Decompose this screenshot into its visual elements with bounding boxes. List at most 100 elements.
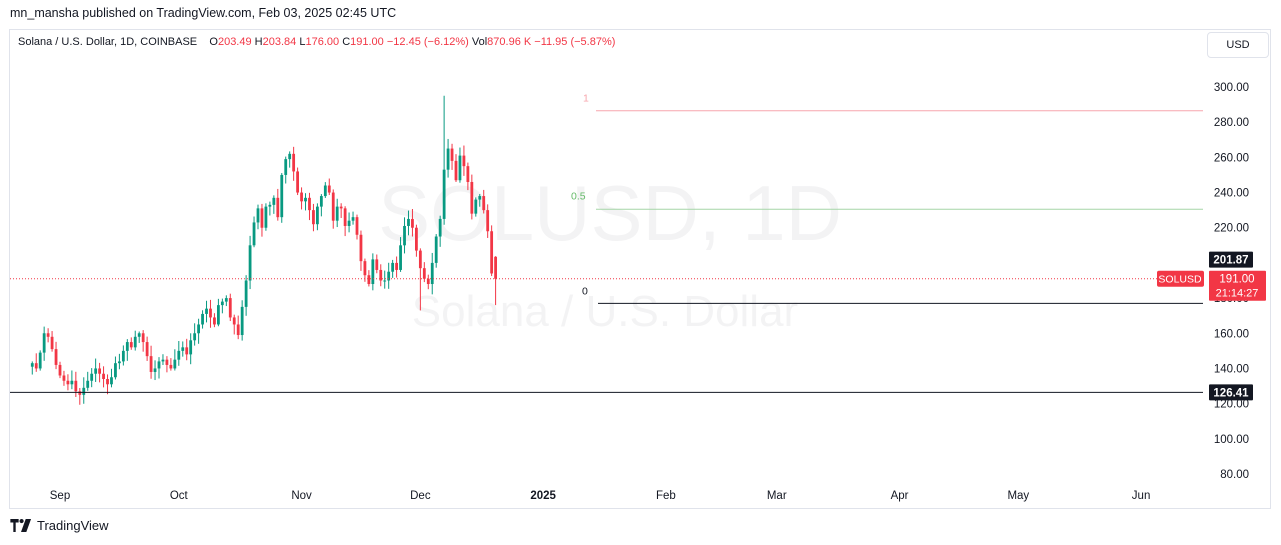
candle-body bbox=[228, 298, 232, 318]
candle-body bbox=[494, 256, 497, 279]
candle-body bbox=[102, 373, 105, 380]
publisher-line: mn_mansha published on TradingView.com, … bbox=[10, 6, 397, 20]
candle-body bbox=[395, 262, 398, 270]
candle-body bbox=[430, 262, 434, 285]
candle-body bbox=[486, 210, 490, 232]
candle-body bbox=[46, 333, 50, 337]
candle-body bbox=[391, 262, 395, 272]
ticker-tag-bg bbox=[1157, 270, 1204, 287]
candle-body bbox=[422, 268, 426, 279]
candle-body bbox=[74, 380, 78, 392]
low-label: L bbox=[299, 36, 306, 48]
volume-value: 870.96 K bbox=[487, 36, 532, 48]
close-value: 191.00 bbox=[350, 36, 384, 48]
candle-body bbox=[426, 278, 430, 285]
candle-body bbox=[343, 208, 347, 226]
candle-body bbox=[462, 155, 466, 167]
candle-body bbox=[280, 174, 284, 218]
candle-body bbox=[205, 308, 208, 314]
x-tick-label: 2025 bbox=[530, 490, 556, 502]
candle-body bbox=[327, 185, 331, 193]
candle-body bbox=[42, 333, 46, 353]
y-tick-label: 240.00 bbox=[1214, 188, 1249, 200]
candle-body bbox=[193, 333, 197, 341]
y-tick-label: 260.00 bbox=[1214, 152, 1249, 164]
symbol-legend: Solana / U.S. Dollar, 1D, COINBASE O 203.… bbox=[18, 36, 615, 48]
candle-body bbox=[470, 181, 474, 214]
candle-body bbox=[125, 342, 129, 351]
candle-body bbox=[90, 373, 94, 381]
y-tick-label: 280.00 bbox=[1214, 117, 1249, 129]
volume-label: Vol bbox=[471, 36, 488, 48]
chart-frame bbox=[9, 29, 1271, 509]
candle-body bbox=[403, 225, 406, 246]
candle-body bbox=[268, 204, 272, 207]
candle-body bbox=[359, 234, 363, 262]
candle-body bbox=[137, 333, 141, 337]
candle-body bbox=[367, 275, 371, 285]
price-tag-201-text: 201.87 bbox=[1213, 255, 1248, 267]
symbol-title[interactable]: Solana / U.S. Dollar, 1D, COINBASE bbox=[18, 36, 198, 48]
x-tick-label: Dec bbox=[410, 490, 431, 502]
low-value: 176.00 bbox=[305, 36, 340, 48]
candle-body bbox=[300, 192, 303, 202]
candle-body bbox=[411, 218, 414, 228]
candle-body bbox=[438, 218, 442, 237]
candle-body bbox=[371, 259, 375, 285]
candle-body bbox=[118, 361, 121, 364]
candle-body bbox=[114, 363, 117, 378]
candle-body bbox=[58, 364, 62, 376]
candle-body bbox=[284, 159, 288, 175]
price-tag-126-text: 126.41 bbox=[1213, 387, 1249, 399]
candle-body bbox=[260, 208, 264, 228]
candle-body bbox=[197, 324, 200, 334]
candle-body bbox=[399, 245, 402, 270]
candle-body bbox=[165, 359, 169, 365]
candle-body bbox=[185, 347, 189, 355]
tradingview-logo-icon bbox=[10, 519, 32, 532]
candle-body bbox=[474, 199, 478, 214]
x-tick-label: Apr bbox=[891, 490, 909, 502]
candle-body bbox=[82, 387, 86, 395]
candle-body bbox=[189, 340, 193, 355]
candle-body bbox=[201, 313, 204, 325]
candle-body bbox=[450, 148, 454, 161]
candle-body bbox=[264, 206, 268, 228]
x-tick-label: Feb bbox=[656, 490, 676, 502]
candle-body bbox=[209, 308, 212, 318]
candle-body bbox=[94, 368, 98, 374]
fib-label-1: 1 bbox=[583, 93, 589, 105]
open-label: O bbox=[209, 36, 218, 48]
candle-body bbox=[434, 236, 438, 263]
candle-body bbox=[454, 160, 458, 181]
candle-body bbox=[478, 196, 482, 200]
candle-body bbox=[308, 197, 311, 211]
candle-body bbox=[351, 217, 355, 221]
candle-body bbox=[86, 380, 90, 388]
candle-body bbox=[292, 153, 296, 172]
candle-body bbox=[248, 245, 252, 281]
candle-body bbox=[383, 280, 387, 282]
footer-brand: TradingView bbox=[10, 518, 109, 533]
candle-body bbox=[236, 324, 240, 336]
currency-button[interactable]: USD bbox=[1207, 32, 1269, 58]
candle-body bbox=[30, 363, 34, 367]
watermark-symbol: SOLUSD, 1D bbox=[378, 169, 842, 257]
price-tag-201-bg bbox=[1209, 251, 1253, 268]
candle-body bbox=[177, 350, 181, 360]
x-tick-label: Sep bbox=[50, 490, 70, 502]
y-tick-label: 80.00 bbox=[1220, 469, 1249, 481]
candle-body bbox=[418, 250, 422, 269]
candle-body bbox=[161, 359, 165, 362]
candle-body bbox=[98, 368, 101, 374]
watermark-name: Solana / U.S. Dollar bbox=[412, 287, 798, 336]
high-value: 203.84 bbox=[262, 36, 297, 48]
candle-body bbox=[169, 364, 173, 369]
candle-body bbox=[415, 227, 418, 251]
candle-body bbox=[240, 306, 244, 336]
candle-body bbox=[153, 368, 157, 372]
candle-body bbox=[70, 380, 74, 385]
y-tick-label: 140.00 bbox=[1214, 363, 1249, 375]
candle-body bbox=[66, 380, 70, 385]
